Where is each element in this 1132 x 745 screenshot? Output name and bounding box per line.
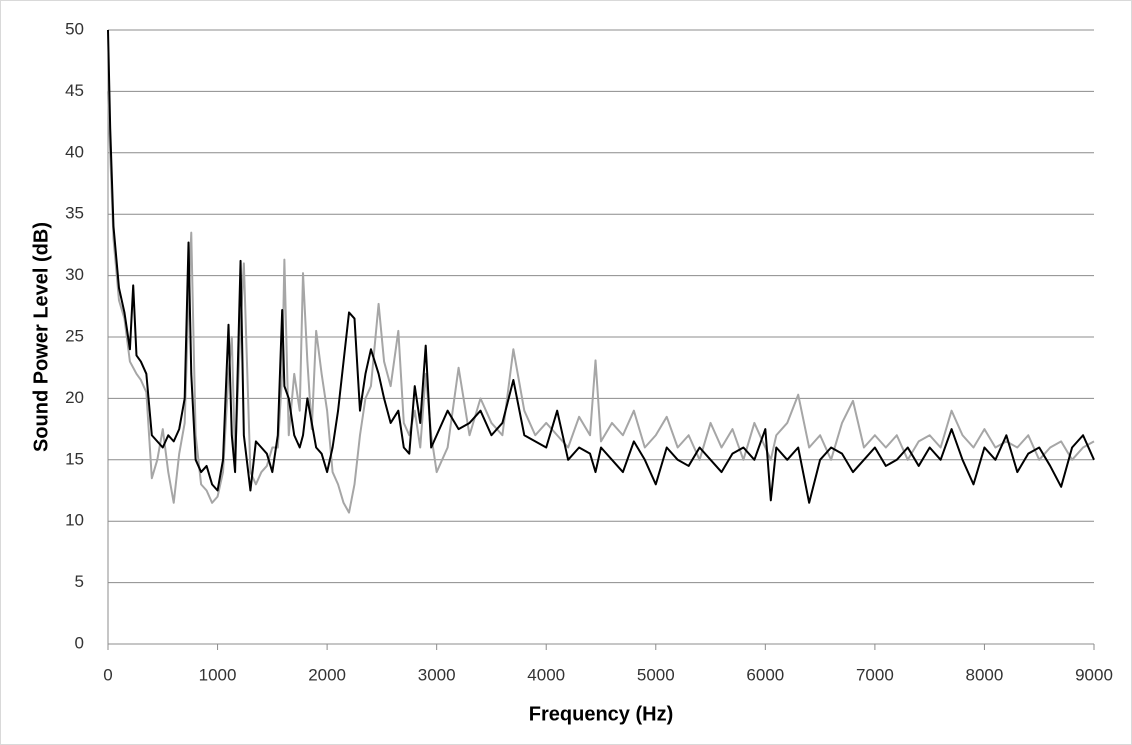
x-tick-label: 1000	[199, 665, 237, 684]
x-tick-label: 7000	[856, 665, 894, 684]
x-tick-label: 5000	[637, 665, 675, 684]
y-tick-label: 25	[65, 326, 84, 345]
y-tick-label: 40	[65, 142, 84, 161]
y-tick-label: 35	[65, 204, 84, 223]
x-tick-label: 3000	[418, 665, 456, 684]
y-tick-label: 45	[65, 81, 84, 100]
series-line	[107, 29, 1095, 504]
x-tick-label: 6000	[746, 665, 784, 684]
x-tick-label: 2000	[308, 665, 346, 684]
y-tick-label: 20	[65, 388, 84, 407]
y-tick-label: 0	[75, 633, 84, 652]
y-tick-label: 30	[65, 265, 84, 284]
x-tick-label: 4000	[527, 665, 565, 684]
y-tick-label: 10	[65, 511, 84, 530]
y-tick-label: 50	[65, 19, 84, 38]
x-tick-label: 9000	[1075, 665, 1113, 684]
y-tick-label: 15	[65, 449, 84, 468]
y-tick-label: 5	[75, 572, 84, 591]
x-tick-label: 8000	[966, 665, 1004, 684]
y-axis-title: Sound Power Level (dB)	[30, 222, 52, 452]
x-tick-label: 0	[103, 665, 112, 684]
x-axis-title: Frequency (Hz)	[529, 703, 673, 725]
